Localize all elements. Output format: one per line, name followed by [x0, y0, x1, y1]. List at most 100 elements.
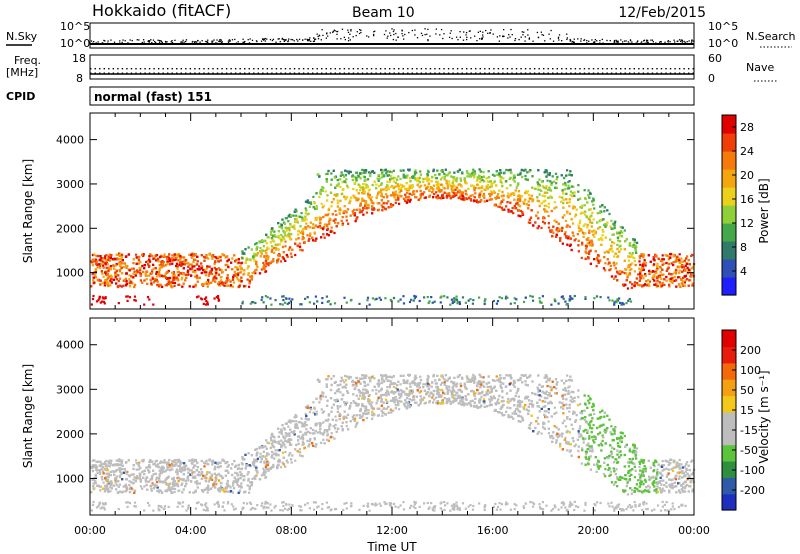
nsky-point [664, 41, 666, 43]
nave-point [221, 72, 223, 74]
power-point [288, 213, 291, 216]
freq-point [393, 68, 395, 70]
power-point [367, 171, 371, 174]
freq-point [280, 68, 282, 70]
power-point [472, 185, 475, 188]
power-point [238, 279, 241, 282]
freq-point [239, 68, 241, 70]
power-point [167, 255, 170, 258]
freq-point [330, 68, 332, 70]
power-point [661, 258, 664, 261]
power-point [591, 211, 594, 214]
power-point [187, 265, 190, 268]
nsky-point [160, 39, 162, 42]
nave-point [230, 72, 232, 74]
freq-point [529, 68, 531, 70]
power-point [150, 283, 153, 286]
power-point [426, 169, 430, 172]
power-point [380, 194, 383, 198]
power-point [392, 191, 395, 194]
nave-point [94, 72, 96, 74]
power-point [332, 219, 335, 222]
power-point [226, 260, 229, 263]
power-point [668, 285, 671, 288]
power-point [362, 213, 365, 216]
power-point [581, 243, 584, 246]
power-point [670, 262, 673, 265]
nsky-point [636, 41, 639, 43]
power-point [496, 195, 499, 198]
power-point [136, 269, 139, 272]
power-point [200, 254, 203, 257]
power-point [282, 221, 286, 224]
power-point [99, 265, 102, 268]
power-point [270, 237, 274, 240]
power-point [691, 253, 694, 257]
power-point [381, 173, 384, 176]
power-point [605, 224, 608, 227]
power-point [509, 201, 512, 204]
power-point [639, 263, 642, 266]
power-point [386, 180, 389, 183]
power-point [453, 176, 456, 179]
power-point [343, 175, 346, 178]
power-point [194, 283, 197, 286]
nsky-point [287, 40, 290, 42]
power-point [546, 191, 549, 194]
power-point [324, 190, 327, 193]
power-point [330, 172, 333, 175]
power-point [535, 214, 538, 217]
power-point [390, 205, 393, 208]
power-point [613, 224, 616, 227]
nave-point [171, 72, 173, 74]
nsky-point [509, 36, 511, 38]
nsky-point [424, 28, 426, 30]
freq-point [629, 68, 631, 70]
nave-point [506, 72, 509, 74]
freq-point [311, 68, 314, 70]
power-point [389, 178, 392, 181]
power-point [320, 202, 323, 205]
freq-point [321, 68, 323, 70]
power-point [272, 258, 275, 261]
power-point [170, 285, 173, 288]
power-point [615, 262, 618, 265]
power-point [347, 222, 350, 225]
power-point [593, 207, 596, 210]
nsky-point [650, 39, 652, 41]
nsky-point [667, 40, 670, 42]
power-point [201, 265, 204, 268]
nsky-point [148, 40, 151, 42]
power-point [416, 177, 419, 180]
power-point [642, 254, 645, 257]
nsearch-tick-bottom: 10^0 [708, 37, 738, 50]
power-point [307, 201, 310, 204]
power-point [549, 195, 552, 198]
power-point [630, 286, 633, 289]
freq-point [674, 68, 676, 70]
nsky-point [623, 40, 626, 42]
power-point [436, 181, 439, 184]
freq-point [343, 68, 346, 70]
power-point [404, 193, 407, 196]
power-point [224, 263, 227, 267]
nsky-point [520, 36, 522, 38]
nsky-point [307, 39, 309, 41]
power-point [482, 171, 485, 174]
power-point [208, 265, 211, 268]
power-point [243, 269, 246, 272]
nsky-point [185, 40, 187, 43]
freq-point [683, 68, 685, 70]
freq-point [547, 68, 549, 70]
power-point [247, 272, 250, 275]
nsky-point [477, 31, 480, 33]
freq-point [438, 68, 441, 70]
nsky-point [613, 39, 616, 42]
power-point [598, 260, 601, 263]
power-point [448, 183, 451, 186]
power-point [530, 194, 533, 197]
nsky-point [489, 32, 491, 34]
power-point [219, 259, 222, 262]
power-point [568, 212, 572, 215]
freq-point [352, 68, 355, 70]
